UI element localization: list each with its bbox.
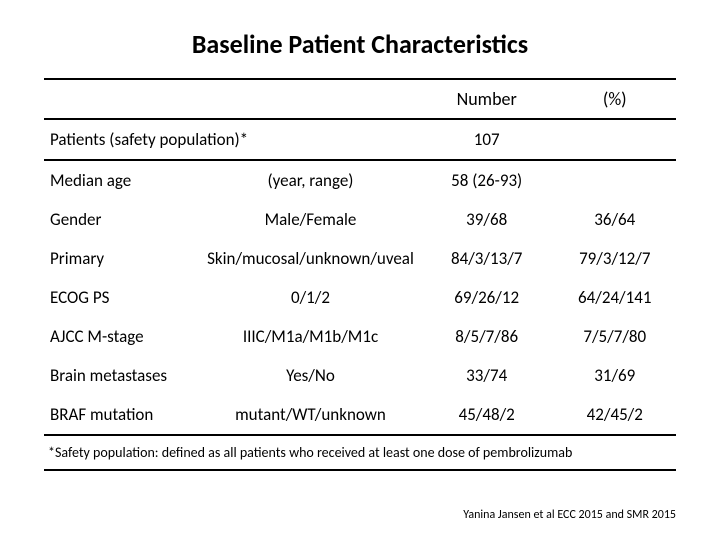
row-median-age: Median age (year, range) 58 (26-93) [44,160,676,200]
cell-age-num: 58 (26-93) [420,160,554,200]
row-ecog: ECOG PS 0/1/2 69/26/12 64/24/141 [44,278,676,317]
col-blank1 [44,79,201,119]
cell-brain-label: Brain metastases [44,356,201,395]
citation-text: Yanina Jansen et al ECC 2015 and SMR 201… [463,508,676,522]
table-header: Number (%) [44,79,676,119]
cell-gender-pct: 36/64 [554,200,676,239]
cell-ecog-num: 69/26/12 [420,278,554,317]
cell-primary-pct: 79/3/12/7 [554,239,676,278]
cell-ajcc-sub: IIIC/M1a/M1b/M1c [201,317,420,356]
row-footnote: *Safety population: defined as all patie… [44,435,676,470]
row-gender: Gender Male/Female 39/68 36/64 [44,200,676,239]
cell-gender-label: Gender [44,200,201,239]
row-patients: Patients (safety population)* 107 [44,119,676,160]
cell-braf-pct: 42/45/2 [554,395,676,435]
cell-ecog-label: ECOG PS [44,278,201,317]
cell-patients-num: 107 [420,119,554,160]
slide-title: Baseline Patient Characteristics [44,28,676,60]
row-ajcc: AJCC M-stage IIIC/M1a/M1b/M1c 8/5/7/86 7… [44,317,676,356]
cell-braf-num: 45/48/2 [420,395,554,435]
characteristics-table: Number (%) Patients (safety population)*… [44,78,676,471]
col-percent: (%) [554,79,676,119]
cell-age-sub: (year, range) [201,160,420,200]
cell-primary-sub: Skin/mucosal/unknown/uveal [201,239,420,278]
row-brain: Brain metastases Yes/No 33/74 31/69 [44,356,676,395]
cell-age-pct [554,160,676,200]
col-blank2 [201,79,420,119]
cell-age-label: Median age [44,160,201,200]
cell-patients-pct [554,119,676,160]
cell-brain-pct: 31/69 [554,356,676,395]
slide: Baseline Patient Characteristics Number … [0,0,720,540]
cell-braf-label: BRAF mutation [44,395,201,435]
cell-primary-label: Primary [44,239,201,278]
row-braf: BRAF mutation mutant/WT/unknown 45/48/2 … [44,395,676,435]
row-primary: Primary Skin/mucosal/unknown/uveal 84/3/… [44,239,676,278]
col-number: Number [420,79,554,119]
cell-brain-sub: Yes/No [201,356,420,395]
cell-gender-num: 39/68 [420,200,554,239]
cell-brain-num: 33/74 [420,356,554,395]
cell-ecog-sub: 0/1/2 [201,278,420,317]
cell-ecog-pct: 64/24/141 [554,278,676,317]
cell-footnote: *Safety population: defined as all patie… [44,435,676,470]
cell-gender-sub: Male/Female [201,200,420,239]
cell-ajcc-pct: 7/5/7/80 [554,317,676,356]
cell-ajcc-label: AJCC M-stage [44,317,201,356]
cell-patients-label: Patients (safety population)* [44,119,420,160]
cell-braf-sub: mutant/WT/unknown [201,395,420,435]
cell-ajcc-num: 8/5/7/86 [420,317,554,356]
cell-primary-num: 84/3/13/7 [420,239,554,278]
